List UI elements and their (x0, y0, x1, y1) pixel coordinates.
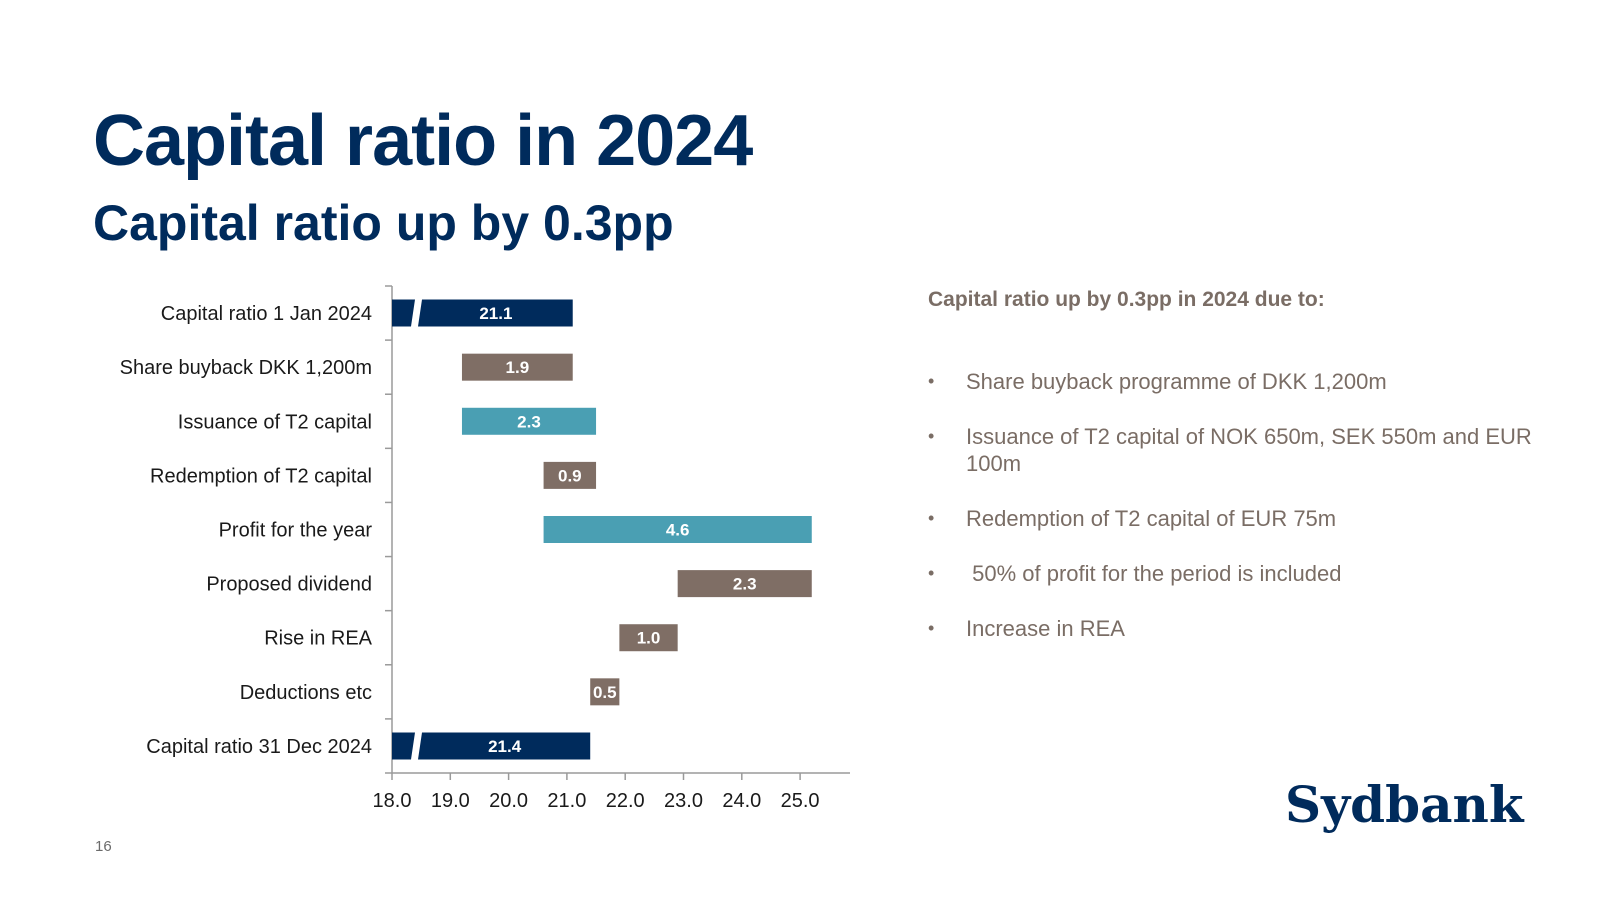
bar-value-label: 2.3 (517, 412, 541, 431)
bar-value-label: 2.3 (733, 575, 757, 594)
summary-bullet: • Increase in REA (928, 615, 1568, 642)
bullet-dot: • (928, 371, 935, 391)
bullet-text: 50% of profit for the period is included (966, 561, 1342, 586)
bar-value-label: 1.0 (637, 629, 661, 648)
page-number: 16 (95, 838, 112, 855)
category-label: Rise in REA (264, 628, 372, 650)
bar-value-label: 1.9 (506, 358, 530, 377)
category-label: Capital ratio 31 Dec 2024 (146, 736, 372, 758)
bar-segment-stub (392, 299, 415, 327)
category-label: Redemption of T2 capital (150, 465, 372, 487)
category-label: Profit for the year (219, 520, 373, 542)
x-tick-label: 23.0 (664, 790, 703, 812)
bullet-dot: • (928, 563, 935, 583)
slide-title: Capital ratio in 2024 (93, 101, 753, 181)
bar (543, 516, 812, 543)
bullet-text: Redemption of T2 capital of EUR 75m (966, 506, 1337, 531)
x-tick-label: 24.0 (722, 790, 761, 812)
bullet-text: Issuance of T2 capital of NOK 650m, SEK … (966, 424, 1532, 476)
summary-bullet: • Redemption of T2 capital of EUR 75m (928, 505, 1568, 532)
bar-value-label: 0.9 (558, 466, 582, 485)
category-label: Capital ratio 1 Jan 2024 (161, 303, 372, 325)
bar-value-label: 21.1 (479, 304, 512, 323)
bullet-dot: • (928, 426, 935, 446)
summary-bullet: • 50% of profit for the period is includ… (928, 560, 1568, 587)
summary-bullet: • Issuance of T2 capital of NOK 650m, SEK… (928, 423, 1568, 477)
x-tick-label: 22.0 (606, 790, 645, 812)
bar (461, 407, 597, 435)
x-tick-label: 19.0 (431, 790, 470, 812)
bar (677, 570, 812, 598)
bullet-text: Increase in REA (966, 616, 1125, 641)
category-label: Deductions etc (240, 682, 372, 704)
waterfall-chart: 18.0 19.0 20.0 21.0 22.0 23.0 24.0 25.0 Capital … (120, 285, 850, 812)
summary-heading: Capital ratio up by 0.3pp in 2024 due to… (928, 288, 1325, 311)
x-tick-label: 21.0 (547, 790, 586, 812)
category-label: Share buyback DKK 1,200m (120, 357, 372, 379)
bar (543, 461, 597, 489)
bullet-dot: • (928, 508, 935, 528)
category-label: Proposed dividend (206, 574, 372, 596)
x-tick-label: 18.0 (373, 790, 412, 812)
bar-value-label: 0.5 (593, 683, 617, 702)
category-label: Issuance of T2 capital (178, 411, 372, 433)
bar (590, 678, 620, 706)
bar-segment (418, 299, 573, 327)
bullet-text: Share buyback programme of DKK 1,200m (966, 369, 1387, 394)
bar-segment-stub (392, 732, 415, 760)
bar-value-label: 21.4 (488, 737, 522, 756)
bar-value-label: 4.6 (666, 521, 690, 540)
summary-bullet: • Share buyback programme of DKK 1,200m (928, 368, 1568, 395)
x-tick-label: 20.0 (489, 790, 528, 812)
summary-panel: Capital ratio up by 0.3pp in 2024 due to… (928, 288, 1568, 670)
x-tick-label: 25.0 (781, 790, 820, 812)
slide-subtitle: Capital ratio up by 0.3pp (93, 195, 674, 251)
bar (461, 353, 573, 381)
bar-segment (418, 732, 591, 760)
summary-bullet-list: • Share buyback programme of DKK 1,200m •… (928, 368, 1568, 642)
bar (619, 624, 678, 652)
sydbank-logo: Sydbank (1285, 775, 1524, 834)
bullet-dot: • (928, 618, 935, 638)
